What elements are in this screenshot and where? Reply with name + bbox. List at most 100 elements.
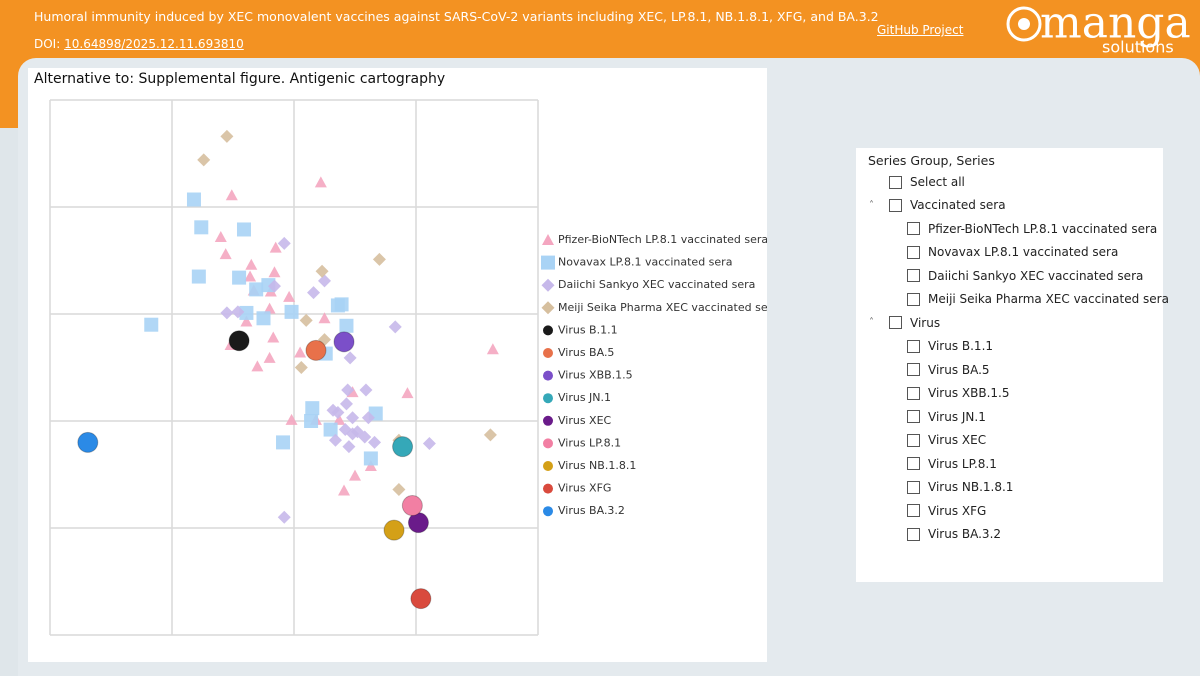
checkbox[interactable] — [907, 292, 920, 306]
diamond-marker — [541, 278, 555, 292]
slicer-item[interactable]: Pfizer-BioNTech LP.8.1 vaccinated sera — [907, 219, 1157, 239]
checkbox[interactable] — [907, 527, 920, 541]
diamond-marker — [358, 430, 372, 444]
slicer-item[interactable]: Virus BA.5 — [907, 360, 990, 380]
diamond-marker — [267, 279, 281, 293]
doi-label: DOI: — [34, 37, 61, 51]
logo: manga solutions — [1006, 0, 1191, 57]
checkbox[interactable] — [907, 339, 920, 353]
diamond-marker — [541, 301, 555, 315]
checkbox[interactable] — [889, 198, 902, 212]
slicer-item-label: Virus — [910, 315, 941, 330]
slicer-item[interactable]: Virus XBB.1.5 — [907, 383, 1009, 403]
slicer-item[interactable]: Virus XEC — [907, 430, 986, 450]
square-marker — [194, 220, 209, 235]
checkbox[interactable] — [907, 457, 920, 470]
slicer: Series Group, Series Select all ˄ Vaccinat… — [856, 148, 1169, 582]
triangle-marker — [240, 315, 253, 327]
diamond-marker — [328, 433, 342, 447]
expand-caret[interactable]: ˄ — [869, 199, 874, 211]
diamond-marker — [346, 427, 360, 441]
circle-marker — [543, 393, 553, 404]
slicer-group[interactable]: ˄ Virus — [869, 313, 941, 333]
checkbox[interactable] — [907, 410, 920, 423]
checkbox[interactable] — [907, 386, 920, 400]
slicer-item-label: Novavax LP.8.1 vaccinated sera — [928, 245, 1119, 259]
triangle-marker — [263, 351, 276, 363]
diamond-marker — [343, 351, 357, 365]
slicer-item[interactable]: Virus B.1.1 — [907, 336, 993, 356]
triangle-marker — [263, 302, 276, 314]
triangle-marker — [401, 387, 414, 399]
diamond-marker — [341, 383, 355, 397]
expand-caret[interactable]: ˄ — [869, 317, 874, 328]
select-all[interactable]: Select all — [889, 172, 965, 192]
circle-marker — [543, 461, 553, 471]
checkbox[interactable] — [907, 269, 920, 282]
slicer-item[interactable]: Novavax LP.8.1 vaccinated sera — [907, 242, 1118, 262]
legend-label: Virus B.1.1 — [558, 323, 618, 336]
github-link[interactable]: GitHub Project — [877, 23, 964, 37]
slicer-item[interactable]: Virus LP.8.1 — [907, 454, 997, 474]
doi-link[interactable]: 10.64898/2025.12.11.693810 — [64, 37, 244, 51]
square-marker — [323, 422, 338, 437]
slicer-item[interactable]: Daiichi Sankyo XEC vaccinated sera — [907, 266, 1143, 286]
triangle-marker — [251, 360, 264, 372]
doi: DOI: 10.64898/2025.12.11.693810 — [34, 37, 244, 51]
slicer-item[interactable]: Virus NB.1.8.1 — [907, 477, 1013, 497]
slicer-item-label: Virus B.1.1 — [928, 339, 994, 353]
legend-label: Virus XBB.1.5 — [558, 369, 633, 382]
triangle-marker — [314, 176, 327, 188]
checkbox[interactable] — [907, 480, 920, 494]
circle-marker — [392, 436, 414, 458]
legend-label: Meiji Seika Pharma XEC vaccinated se... — [558, 301, 767, 314]
slicer-item[interactable]: Virus XFG — [907, 501, 986, 521]
triangle-marker — [285, 413, 298, 425]
diamond-marker — [277, 510, 291, 524]
checkbox[interactable] — [889, 316, 902, 329]
triangle-marker — [244, 270, 257, 282]
triangle-marker — [268, 266, 281, 278]
diamond-marker — [315, 264, 329, 278]
triangle-marker — [333, 413, 346, 425]
checkbox[interactable] — [907, 504, 920, 517]
square-marker — [276, 435, 291, 450]
diamond-marker — [359, 383, 373, 397]
diamond-marker — [197, 153, 211, 167]
triangle-marker — [219, 248, 232, 260]
slicer-item[interactable]: Meiji Seika Pharma XEC vaccinated sera — [907, 289, 1169, 309]
checkbox[interactable] — [907, 433, 920, 447]
square-marker — [304, 414, 319, 428]
checkbox[interactable] — [907, 222, 920, 235]
legend-label: Virus JN.1 — [558, 391, 611, 404]
diamond-marker — [277, 236, 291, 250]
square-marker — [239, 305, 254, 320]
legend-label: Virus XFG — [558, 482, 611, 495]
slicer-item[interactable]: Virus JN.1 — [907, 407, 986, 427]
checkbox[interactable] — [889, 175, 902, 189]
legend-label: Virus XEC — [558, 414, 612, 427]
logo-icon — [1006, 6, 1042, 42]
circle-marker — [401, 495, 423, 517]
diamond-marker — [368, 435, 382, 449]
slicer-item-label: Virus XBB.1.5 — [928, 386, 1010, 400]
slicer-item-label: Pfizer-BioNTech LP.8.1 vaccinated sera — [928, 221, 1158, 236]
triangle-marker — [225, 189, 238, 201]
diamond-marker — [346, 411, 360, 425]
circle-marker — [543, 325, 553, 336]
checkbox[interactable] — [907, 245, 920, 259]
slicer-item-label: Virus XFG — [928, 503, 987, 518]
diamond-marker — [372, 252, 386, 266]
slicer-group[interactable]: ˄ Vaccinated sera — [869, 195, 1006, 215]
circle-marker — [543, 415, 553, 426]
square-marker — [144, 317, 159, 332]
slicer-item[interactable]: Virus BA.3.2 — [907, 524, 1001, 544]
chart: Alternative to: Supplemental figure. Ant… — [34, 71, 778, 636]
triangle-marker — [318, 312, 331, 324]
diamond-marker — [318, 274, 331, 288]
circle-marker — [410, 588, 432, 610]
square-marker — [305, 401, 320, 416]
checkbox[interactable] — [907, 363, 920, 376]
diamond-marker — [483, 428, 497, 442]
diamond-marker — [422, 436, 436, 450]
